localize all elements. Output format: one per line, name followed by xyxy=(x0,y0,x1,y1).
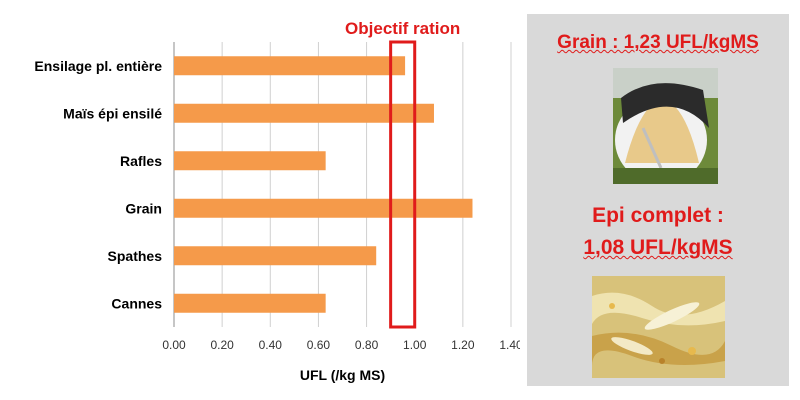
ufl-bar-chart: Ensilage pl. entière Maïs épi ensilé Rafle… xyxy=(34,19,520,383)
epi-ufl-value: 1,08 UFL/kgMS xyxy=(583,236,733,259)
category-label: Grain xyxy=(125,200,162,216)
objectif-ration-box xyxy=(389,40,417,329)
x-tick-label: 1.40 xyxy=(499,338,520,352)
x-tick-label: 1.00 xyxy=(403,338,427,352)
bar xyxy=(174,56,406,76)
side-panel: Grain : 1,23 UFL/kgMS Epi complet : 1,08… xyxy=(527,14,789,386)
photo-grain-silo xyxy=(613,68,718,184)
photo-ear-silage xyxy=(592,276,725,378)
bar xyxy=(174,293,326,313)
objectif-ration-label: Objectif ration xyxy=(345,19,460,38)
epi-complet-label: Epi complet : xyxy=(592,204,724,227)
bar xyxy=(174,246,377,266)
category-label: Ensilage pl. entière xyxy=(34,58,162,74)
grain-ufl-text: Grain : 1,23 UFL/kgMS xyxy=(557,32,759,53)
bar xyxy=(174,151,326,171)
x-tick-label: 0.00 xyxy=(162,338,186,352)
x-tick-label: 0.60 xyxy=(307,338,331,352)
x-tick-label: 0.20 xyxy=(210,338,234,352)
bar xyxy=(174,198,473,218)
category-label: Rafles xyxy=(120,153,162,169)
x-axis-label: UFL (/kg MS) xyxy=(300,367,385,383)
x-tick-label: 0.40 xyxy=(259,338,283,352)
x-tick-label: 1.20 xyxy=(451,338,475,352)
category-label: Spathes xyxy=(108,248,163,264)
x-tick-label: 0.80 xyxy=(355,338,379,352)
bar xyxy=(174,103,434,123)
category-label: Maïs épi ensilé xyxy=(63,105,162,121)
category-label: Cannes xyxy=(111,295,162,311)
